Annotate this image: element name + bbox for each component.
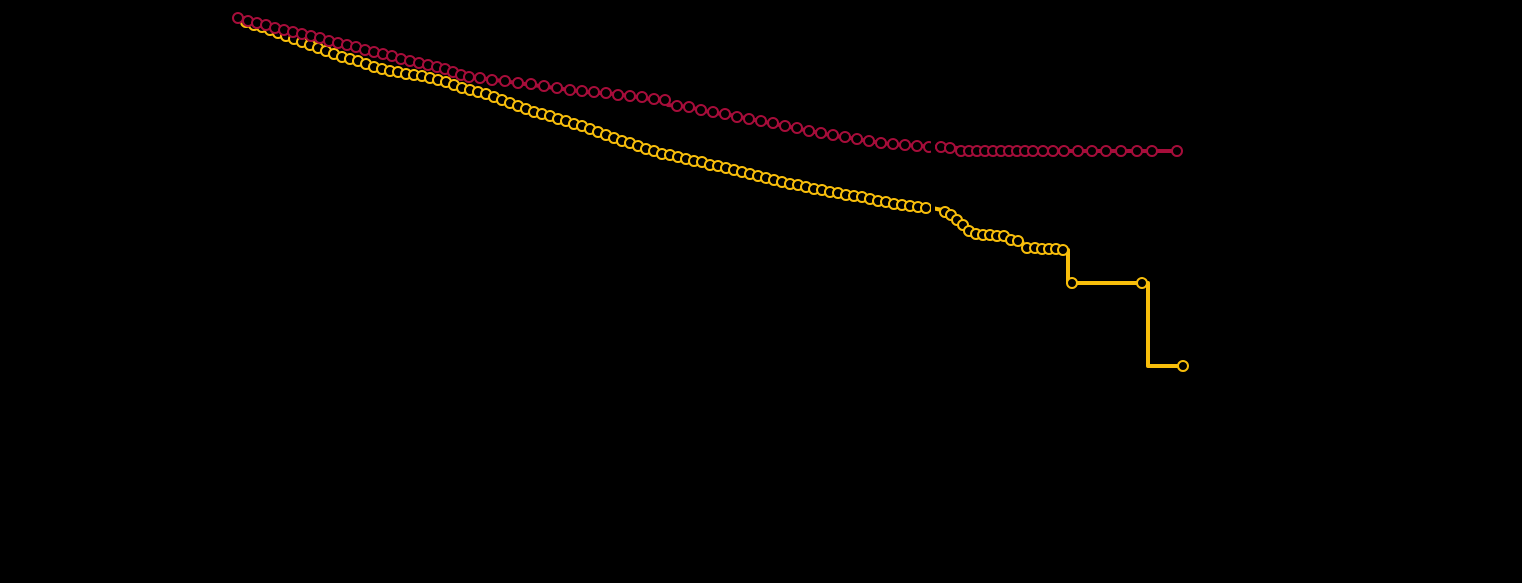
maroon-survival-curve-censor-mark [683,101,695,113]
maroon-survival-curve-censor-mark [1131,145,1143,157]
maroon-survival-curve-censor-mark [648,93,660,105]
maroon-survival-curve-censor-mark [911,140,923,152]
maroon-survival-curve-censor-mark [564,84,576,96]
maroon-survival-curve-censor-mark [791,122,803,134]
maroon-survival-curve-censor-mark [1171,145,1183,157]
maroon-survival-curve-censor-mark [1115,145,1127,157]
gold-survival-curve-censor-mark [1012,235,1024,247]
maroon-survival-curve-censor-mark [707,106,719,118]
gold-survival-curve-censor-mark [1177,360,1189,372]
maroon-survival-curve-censor-mark [827,129,839,141]
maroon-survival-curve-censor-mark [624,90,636,102]
maroon-survival-curve-censor-mark [486,74,498,86]
maroon-survival-curve-censor-mark [839,131,851,143]
maroon-survival-curve-censor-mark [731,111,743,123]
maroon-survival-curve-censor-mark [803,125,815,137]
maroon-survival-curve-censor-mark [232,12,244,24]
maroon-survival-curve [235,16,1180,153]
maroon-survival-curve-censor-mark [875,137,887,149]
maroon-survival-curve-censor-mark [612,89,624,101]
maroon-survival-curve-censor-mark [755,115,767,127]
maroon-survival-curve-censor-mark [538,80,550,92]
maroon-survival-curve-censor-mark [525,78,537,90]
maroon-survival-curve-censor-mark [463,71,475,83]
maroon-survival-curve-censor-mark [499,75,511,87]
maroon-survival-curve-censor-mark [474,72,486,84]
maroon-survival-curve-censor-mark [1072,145,1084,157]
maroon-survival-curve-censor-mark [636,91,648,103]
maroon-survival-curve-censor-mark [851,133,863,145]
maroon-survival-curve-censor-mark [899,139,911,151]
gold-survival-curve-censor-mark [1057,244,1069,256]
maroon-survival-curve-censor-mark [695,104,707,116]
maroon-survival-curve-censor-mark [659,94,671,106]
maroon-survival-curve-censor-mark [588,86,600,98]
maroon-survival-curve-censor-mark [576,85,588,97]
maroon-survival-curve-censor-mark [551,82,563,94]
maroon-survival-curve-censor-mark [887,138,899,150]
maroon-survival-curve-censor-mark [863,135,875,147]
maroon-survival-curve-censor-mark [779,120,791,132]
maroon-survival-curve-censor-mark [719,108,731,120]
maroon-survival-curve-censor-mark [1086,145,1098,157]
maroon-survival-curve-censor-mark [1146,145,1158,157]
maroon-survival-curve-censor-mark [815,127,827,139]
maroon-survival-curve-censor-mark [767,117,779,129]
maroon-survival-curve-censor-mark [671,100,683,112]
gold-survival-curve-censor-mark [920,202,932,214]
maroon-survival-curve-censor-mark [743,113,755,125]
gold-survival-curve-censor-mark [1136,277,1148,289]
maroon-survival-curve-censor-mark [1047,145,1059,157]
maroon-survival-curve-censor-mark [944,142,956,154]
maroon-survival-curve-censor-mark [1037,145,1049,157]
maroon-survival-curve-censor-mark [1027,145,1039,157]
maroon-survival-curve-censor-mark [1100,145,1112,157]
maroon-survival-curve-censor-mark [1058,145,1070,157]
maroon-survival-curve-censor-mark [512,77,524,89]
maroon-survival-curve-censor-mark [600,87,612,99]
gold-survival-curve-censor-mark [1066,277,1078,289]
